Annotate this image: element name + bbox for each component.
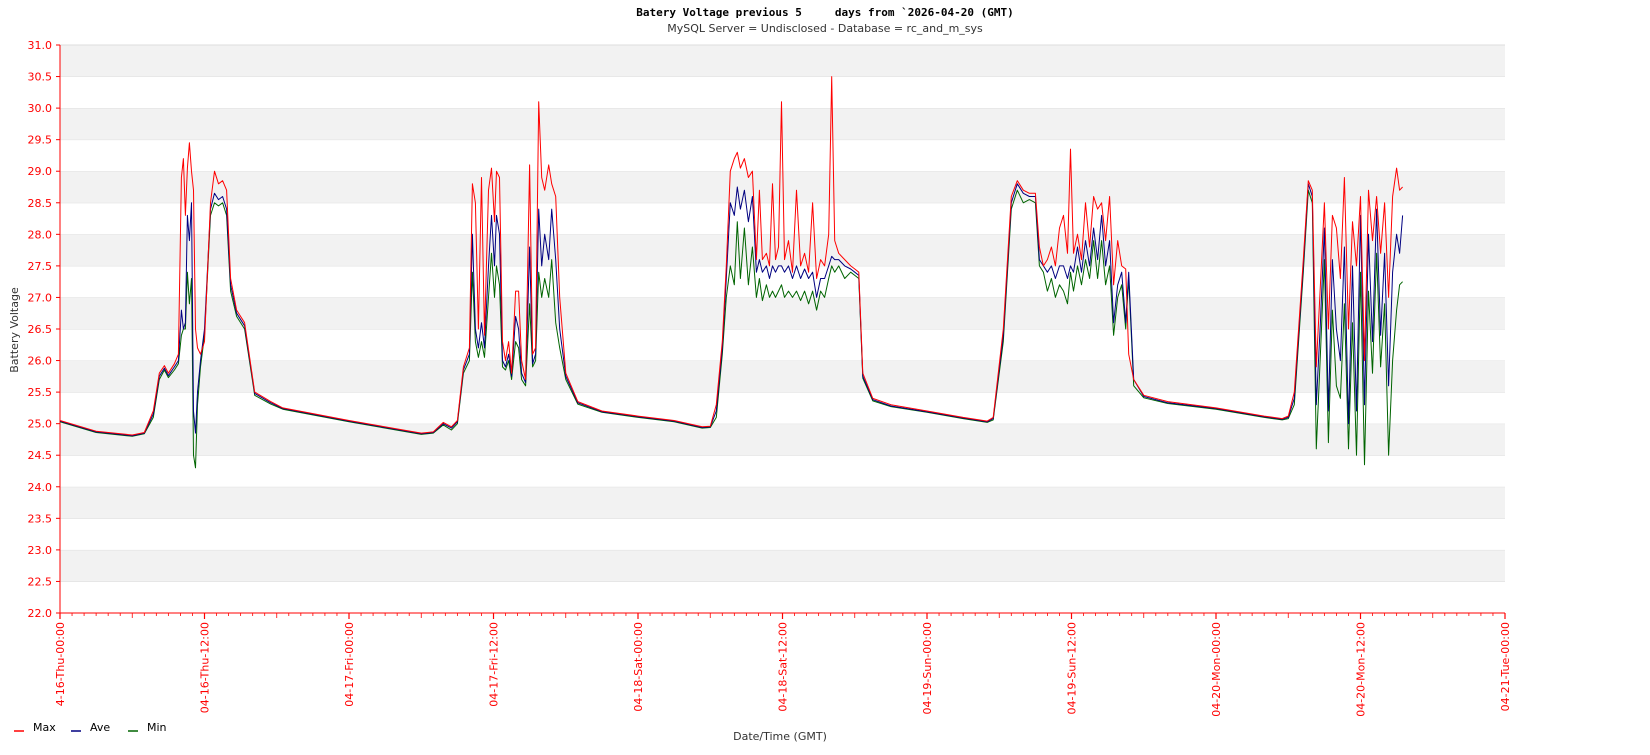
y-tick-label: 26.0 <box>28 355 53 368</box>
y-tick-label: 29.0 <box>28 165 53 178</box>
x-axis-title: Date/Time (GMT) <box>733 730 827 743</box>
background-band <box>60 360 1505 393</box>
background-band <box>60 423 1505 456</box>
x-tick-label: 04-20-Mon-00:00 <box>1210 622 1223 717</box>
y-tick-label: 22.5 <box>28 575 53 588</box>
background-band <box>60 518 1505 550</box>
y-tick-label: 28.5 <box>28 197 53 210</box>
x-tick-label: 04-18-Sat-00:00 <box>632 622 645 712</box>
x-tick-label: 04-17-Fri-12:00 <box>488 622 501 707</box>
x-tick-label: 04-18-Sat-12:00 <box>777 622 790 712</box>
series-line-ave <box>59 183 1404 437</box>
y-tick-label: 26.5 <box>28 323 53 336</box>
y-tick-label: 23.0 <box>28 544 53 557</box>
x-tick-label: 04-21-Tue-00:00 <box>1499 622 1512 711</box>
background-band <box>60 202 1505 235</box>
x-axis: 4-16-Thu-00:00 04-16-Thu-12:00 04-17-Fri-0… <box>54 612 1512 717</box>
x-tick-label: 04-17-Fri-00:00 <box>343 622 356 707</box>
chart-title: Batery Voltage previous 5 days from `202… <box>636 6 1014 19</box>
y-tick-label: 24.0 <box>28 481 53 494</box>
background-band <box>60 297 1505 329</box>
y-tick-label: 24.5 <box>28 449 53 462</box>
background-band <box>60 265 1505 298</box>
y-tick-label: 25.0 <box>28 418 53 431</box>
y-tick-label: 22.0 <box>28 607 53 620</box>
y-tick-label: 23.5 <box>28 512 53 525</box>
legend-label-max: Max <box>33 721 56 734</box>
series-line-min <box>59 189 1403 469</box>
y-axis-title: Battery Voltage <box>8 287 21 373</box>
background-band <box>60 392 1505 424</box>
series-lines <box>59 76 1404 469</box>
legend: Max Ave Min <box>14 721 167 734</box>
y-tick-label: 25.5 <box>28 386 53 399</box>
y-axis: 22.0 22.5 23.0 23.5 24.0 24.5 25.0 25.5 26.0 26.5… <box>28 39 61 620</box>
chart-subtitle: MySQL Server = Undisclosed - Database = … <box>667 22 983 35</box>
background-band <box>60 76 1505 109</box>
y-tick-label: 29.5 <box>28 134 53 147</box>
x-tick-label: 04-19-Sun-00:00 <box>921 622 934 715</box>
x-tick-label: 04-16-Thu-12:00 <box>199 622 212 713</box>
background-band <box>60 549 1505 582</box>
series-line-max <box>59 76 1403 436</box>
y-tick-label: 31.0 <box>28 39 53 52</box>
background-bands <box>60 44 1505 613</box>
y-tick-label: 28.0 <box>28 228 53 241</box>
y-tick-label: 30.0 <box>28 102 53 115</box>
background-band <box>60 234 1505 266</box>
x-tick-label: 04-20-Mon-12:00 <box>1355 622 1368 717</box>
background-band <box>60 486 1505 519</box>
x-tick-label: 4-16-Thu-00:00 <box>54 622 67 706</box>
background-band <box>60 455 1505 487</box>
background-band <box>60 329 1505 361</box>
x-tick-label: 04-19-Sun-12:00 <box>1066 622 1079 715</box>
y-tick-label: 30.5 <box>28 71 53 84</box>
y-tick-label: 27.5 <box>28 260 53 273</box>
legend-label-min: Min <box>147 721 167 734</box>
y-tick-label: 27.0 <box>28 291 53 304</box>
background-band <box>60 581 1505 613</box>
legend-label-ave: Ave <box>90 721 110 734</box>
background-band <box>60 45 1505 77</box>
